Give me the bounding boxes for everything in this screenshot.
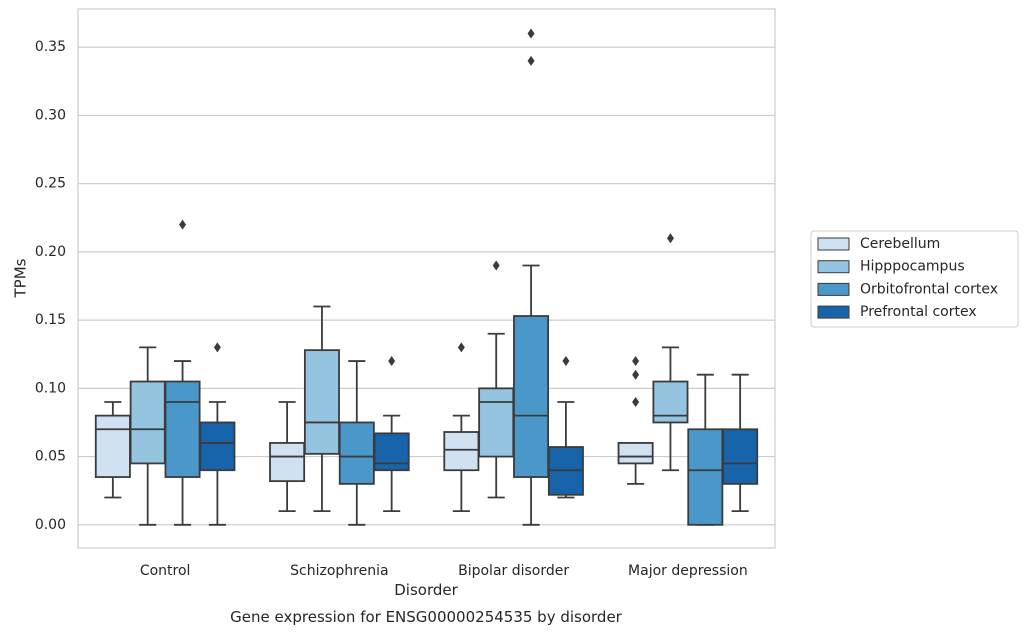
x-tick-label: Bipolar disorder bbox=[458, 563, 569, 579]
figure-caption: Gene expression for ENSG00000254535 by d… bbox=[230, 608, 623, 626]
box-iqr bbox=[164, 380, 201, 478]
legend-swatch bbox=[817, 260, 850, 274]
y-tick-label: 0.20 bbox=[35, 244, 66, 260]
plot-frame bbox=[77, 8, 776, 549]
box-iqr bbox=[94, 414, 131, 478]
y-tick-label: 0.30 bbox=[35, 107, 66, 123]
outlier-point bbox=[492, 260, 500, 271]
legend-swatch bbox=[817, 237, 850, 251]
box-0-3 bbox=[199, 342, 236, 526]
legend-item: Prefrontal cortex bbox=[817, 304, 977, 320]
x-axis-label: Disorder bbox=[394, 581, 458, 599]
legend-swatch bbox=[817, 282, 850, 296]
outlier-point bbox=[179, 219, 187, 230]
box-1-1 bbox=[303, 305, 340, 513]
y-tick-label: 0.25 bbox=[35, 176, 66, 192]
box-0-2 bbox=[164, 219, 201, 526]
y-axis-ticks: 0.00 0.05 0.10 0.15 0.20 0.25 0.30 0.35 bbox=[35, 39, 66, 533]
box-0-0 bbox=[94, 401, 131, 499]
box-iqr bbox=[513, 315, 550, 478]
legend-label: Cerebellum bbox=[860, 236, 940, 252]
box-2-0 bbox=[443, 342, 480, 513]
box-0-1 bbox=[129, 346, 166, 526]
box-2-2 bbox=[513, 28, 550, 526]
outlier-point bbox=[457, 342, 465, 353]
box-iqr bbox=[129, 380, 166, 465]
x-tick-label: Schizophrenia bbox=[290, 563, 388, 579]
outlier-point bbox=[666, 233, 674, 244]
box-iqr bbox=[303, 349, 340, 455]
x-axis-ticks: Control Schizophrenia Bipolar disorder Majo… bbox=[140, 563, 748, 579]
y-tick-label: 0.10 bbox=[35, 380, 66, 396]
legend-label: Orbitofrontal cortex bbox=[860, 281, 998, 297]
legend-frame bbox=[810, 230, 1019, 328]
box-iqr bbox=[199, 421, 236, 472]
box-layer bbox=[94, 28, 759, 526]
legend-item: Hipppocampus bbox=[817, 259, 965, 275]
box-iqr bbox=[269, 442, 306, 483]
box-iqr bbox=[478, 387, 515, 458]
outlier-point bbox=[632, 356, 640, 367]
box-1-3 bbox=[373, 356, 410, 513]
box-iqr bbox=[373, 432, 410, 472]
y-tick-label: 0.35 bbox=[35, 39, 66, 55]
x-tick-label: Control bbox=[140, 563, 191, 579]
y-tick-label: 0.15 bbox=[35, 312, 66, 328]
legend-item: Cerebellum bbox=[817, 236, 940, 252]
legend-swatch bbox=[817, 305, 850, 319]
y-tick-label: 0.00 bbox=[35, 517, 66, 533]
box-2-1 bbox=[478, 260, 515, 499]
x-tick-label: Major depression bbox=[628, 563, 748, 579]
outlier-point bbox=[562, 356, 570, 367]
outlier-point bbox=[632, 396, 640, 407]
box-2-3 bbox=[547, 356, 584, 499]
box-1-2 bbox=[338, 360, 375, 526]
box-3-0 bbox=[617, 356, 654, 485]
outlier-point bbox=[632, 369, 640, 380]
box-3-3 bbox=[722, 373, 759, 513]
outlier-point bbox=[388, 356, 396, 367]
outlier-point bbox=[527, 55, 535, 66]
box-iqr bbox=[617, 442, 654, 465]
legend-item: Orbitofrontal cortex bbox=[817, 281, 998, 297]
box-iqr bbox=[722, 428, 759, 485]
legend: Cerebellum Hipppocampus Orbitofrontal cort… bbox=[810, 230, 1019, 328]
box-iqr bbox=[338, 421, 375, 485]
box-iqr bbox=[443, 431, 480, 472]
box-3-1 bbox=[652, 233, 689, 472]
legend-label: Prefrontal cortex bbox=[860, 304, 977, 320]
outlier-point bbox=[527, 28, 535, 39]
legend-label: Hipppocampus bbox=[860, 259, 965, 275]
y-axis-label: TPMs bbox=[12, 258, 30, 298]
box-iqr bbox=[687, 428, 724, 526]
box-3-2 bbox=[687, 373, 724, 526]
box-1-0 bbox=[269, 401, 306, 513]
y-tick-label: 0.05 bbox=[35, 449, 66, 465]
outlier-point bbox=[213, 342, 221, 353]
